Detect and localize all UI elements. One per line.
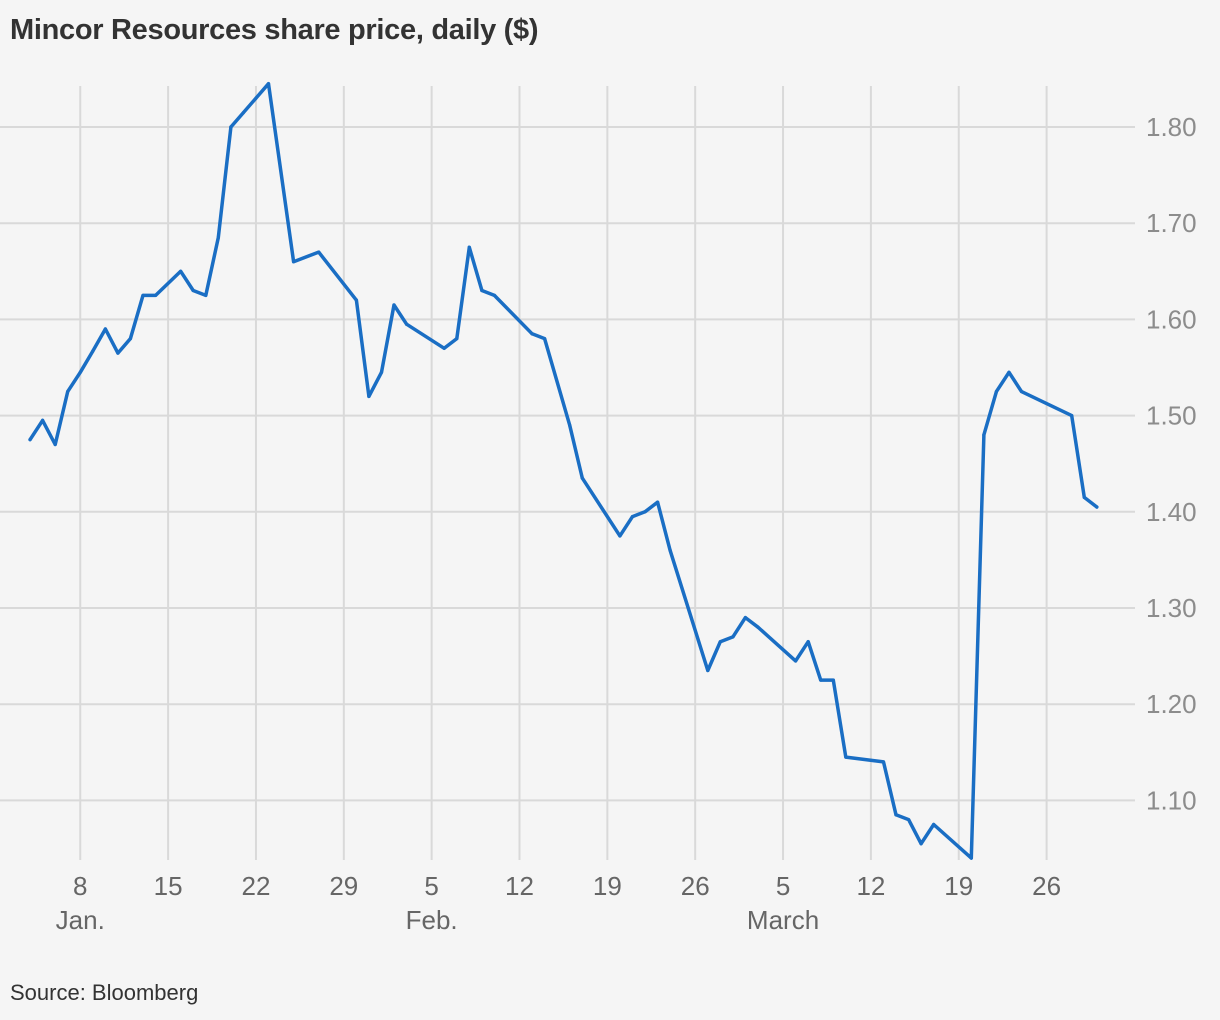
- data-point: [919, 842, 923, 846]
- x-tick-label: 19: [944, 871, 973, 901]
- data-point: [128, 337, 133, 341]
- data-point: [191, 288, 195, 293]
- data-point: [655, 500, 660, 504]
- data-point: [530, 332, 534, 336]
- y-tick-label: 1.10: [1146, 785, 1197, 815]
- data-point: [292, 260, 296, 264]
- data-point: [580, 476, 584, 480]
- y-tick-label: 1.70: [1146, 208, 1197, 238]
- data-point: [66, 389, 70, 394]
- data-point: [731, 635, 735, 639]
- data-point: [932, 822, 936, 827]
- grid-lines: [0, 86, 1135, 860]
- data-point: [994, 389, 999, 394]
- data-point: [153, 293, 158, 297]
- data-point: [41, 418, 45, 423]
- data-point: [668, 548, 672, 552]
- data-point: [618, 534, 622, 538]
- data-point: [53, 442, 57, 447]
- x-tick-label: 19: [593, 871, 622, 901]
- data-point: [241, 110, 245, 115]
- x-tick-label: 15: [154, 871, 183, 901]
- y-axis: 1.10 1.20 1.30 1.40 1.50 1.60 1.70 1.80: [1146, 112, 1197, 815]
- data-point: [379, 370, 384, 374]
- data-point: [91, 349, 95, 353]
- data-point: [1070, 414, 1074, 418]
- data-point: [28, 438, 32, 442]
- data-point: [819, 678, 823, 682]
- data-point: [1082, 495, 1086, 499]
- y-tick-label: 1.60: [1146, 304, 1197, 334]
- data-point: [392, 303, 396, 307]
- y-tick-label: 1.80: [1146, 112, 1197, 142]
- data-point: [442, 346, 446, 350]
- data-point: [543, 337, 547, 341]
- data-point: [229, 125, 233, 129]
- x-month-label: March: [747, 905, 819, 935]
- data-point: [630, 515, 635, 519]
- data-point: [204, 293, 208, 297]
- x-month-label: Feb.: [406, 905, 458, 935]
- data-point: [216, 236, 220, 240]
- data-point: [1019, 389, 1024, 394]
- data-point: [706, 668, 710, 673]
- data-point: [906, 818, 911, 822]
- data-point: [141, 293, 145, 297]
- data-point: [404, 322, 409, 326]
- data-point: [266, 82, 271, 86]
- data-point: [367, 394, 371, 398]
- x-tick-label: 29: [329, 871, 358, 901]
- y-tick-label: 1.30: [1146, 593, 1197, 623]
- data-point: [806, 640, 810, 644]
- data-point: [354, 298, 358, 302]
- data-point: [1095, 505, 1099, 509]
- x-tick-label: 12: [505, 871, 534, 901]
- data-point: [179, 269, 183, 273]
- data-point: [103, 327, 107, 331]
- x-tick-label: 5: [776, 871, 790, 901]
- data-point: [982, 433, 986, 437]
- x-tick-label: 5: [424, 871, 438, 901]
- data-point: [718, 640, 722, 644]
- data-point: [643, 510, 647, 514]
- data-point: [831, 678, 835, 682]
- data-point: [317, 250, 321, 254]
- data-point: [116, 351, 120, 355]
- data-point: [467, 245, 471, 249]
- data-point: [480, 288, 484, 293]
- data-point: [1007, 370, 1011, 374]
- x-tick-label: 12: [856, 871, 885, 901]
- data-point: [492, 293, 496, 297]
- source-note: Source: Bloomberg: [10, 980, 199, 1005]
- x-tick-label: 22: [241, 871, 270, 901]
- data-point: [794, 659, 798, 663]
- price-line: [28, 81, 1099, 860]
- data-point: [844, 755, 848, 759]
- data-point: [455, 337, 459, 341]
- x-axis: 8 15 22 29 5 12 19 26 5 12 19 26 Jan. Feb. March: [56, 871, 1061, 935]
- y-tick-label: 1.40: [1146, 497, 1197, 527]
- x-tick-label: 8: [73, 871, 87, 901]
- y-tick-label: 1.50: [1146, 401, 1197, 431]
- x-month-label: Jan.: [56, 905, 105, 935]
- x-tick-label: 26: [681, 871, 710, 901]
- data-point: [568, 423, 572, 427]
- series-line: [28, 81, 1099, 860]
- data-point: [969, 856, 973, 860]
- chart-title: Mincor Resources share price, daily ($): [10, 14, 539, 46]
- x-tick-label: 26: [1032, 871, 1061, 901]
- data-point: [743, 616, 748, 620]
- data-point: [756, 625, 760, 629]
- data-point: [881, 760, 886, 764]
- y-tick-label: 1.20: [1146, 689, 1197, 719]
- data-point: [894, 813, 898, 817]
- data-point: [254, 96, 258, 100]
- data-point: [78, 370, 82, 374]
